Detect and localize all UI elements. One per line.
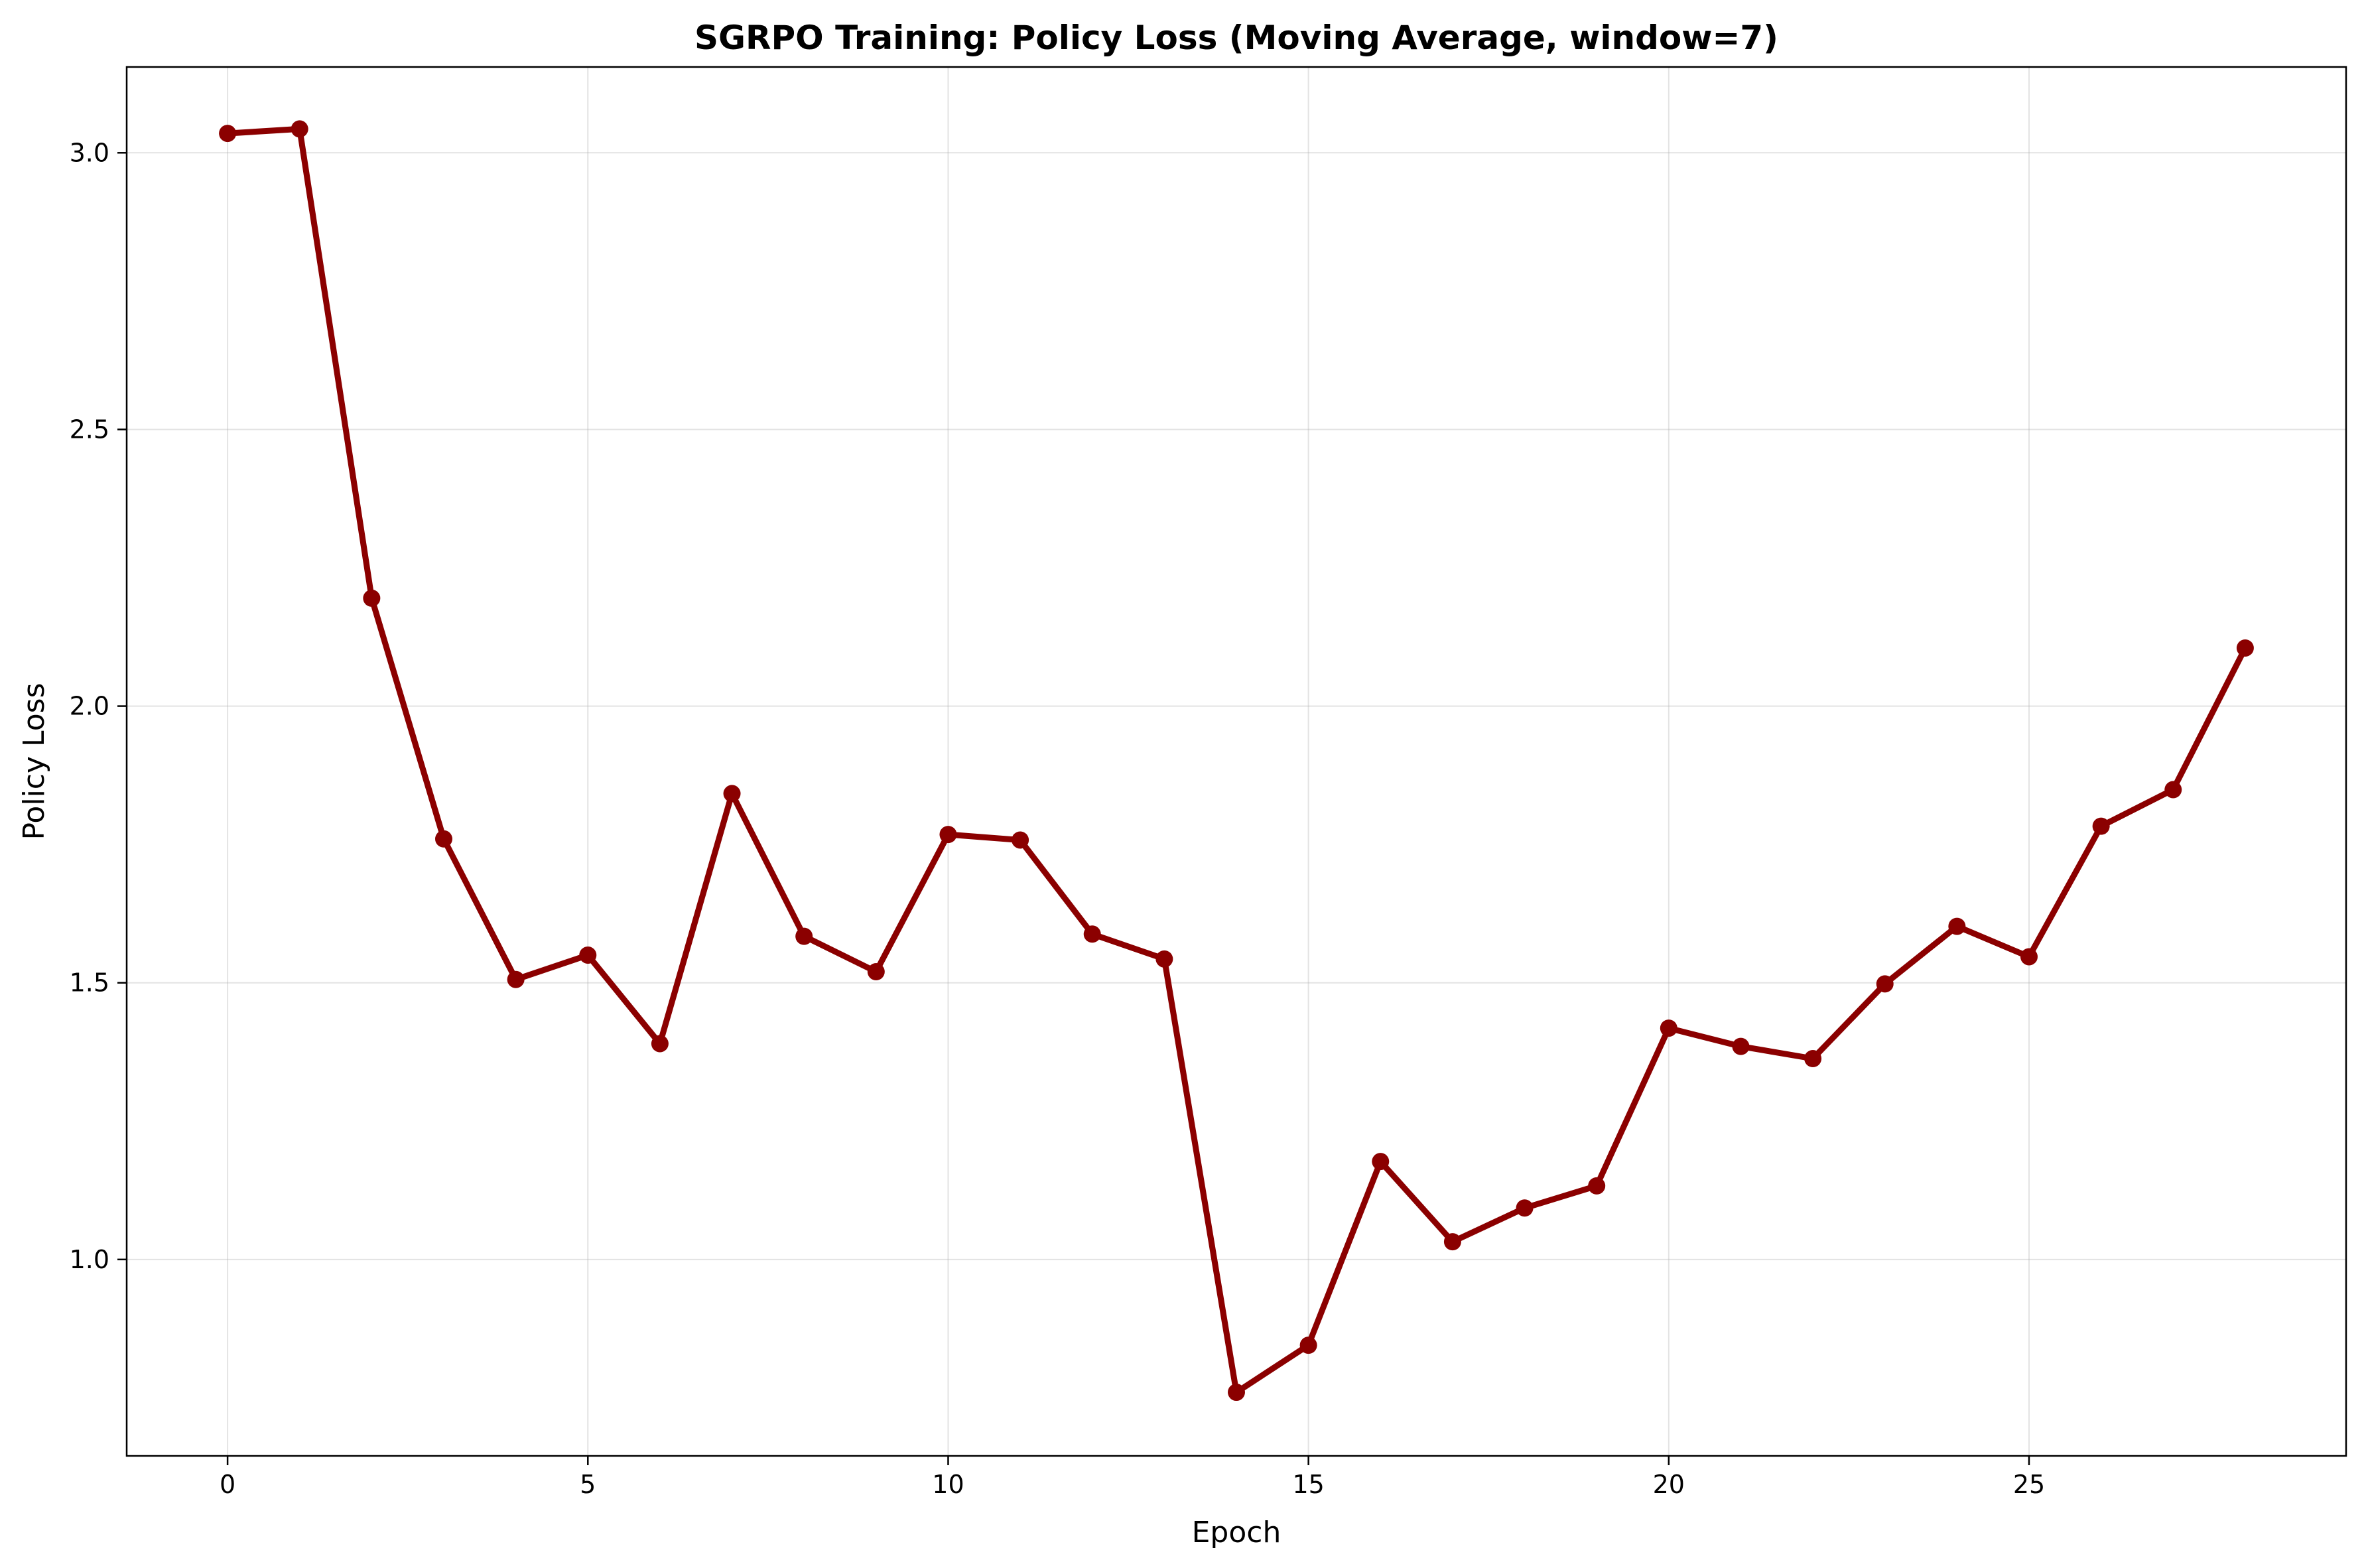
data-point <box>291 120 308 138</box>
data-point <box>1228 1384 1245 1402</box>
y-tick-label: 3.0 <box>70 138 109 167</box>
data-point <box>1588 1177 1606 1195</box>
x-tick-label: 20 <box>1653 1470 1685 1499</box>
y-tick-label: 1.0 <box>70 1245 109 1274</box>
data-point <box>2092 817 2110 835</box>
x-tick-label: 25 <box>2013 1470 2045 1499</box>
data-point <box>1155 950 1173 968</box>
data-point <box>2164 781 2182 799</box>
data-point <box>1083 925 1101 943</box>
data-point <box>1372 1153 1390 1171</box>
data-point <box>1516 1199 1534 1217</box>
data-point <box>2236 639 2254 657</box>
data-point <box>651 1035 669 1053</box>
x-tick-label: 0 <box>220 1470 235 1499</box>
data-point <box>1948 917 1966 935</box>
data-point <box>1876 975 1894 993</box>
chart-title: SGRPO Training: Policy Loss (Moving Aver… <box>694 19 1778 57</box>
data-point <box>723 785 741 803</box>
data-point <box>1732 1037 1750 1055</box>
y-tick-label: 2.5 <box>70 415 109 444</box>
series-line <box>224 125 2249 1396</box>
series-layer <box>219 120 2254 1402</box>
x-axis-label: Epoch <box>1192 1516 1281 1549</box>
data-point <box>579 946 597 964</box>
data-point <box>939 826 957 844</box>
data-point <box>219 125 237 143</box>
y-tick-label: 1.5 <box>70 968 109 998</box>
data-point <box>1804 1049 1822 1067</box>
x-tick-label: 15 <box>1292 1470 1324 1499</box>
grid-lines <box>127 67 2346 1456</box>
data-point <box>1443 1233 1461 1251</box>
y-tick-label: 2.0 <box>70 692 109 721</box>
data-point <box>2020 948 2038 966</box>
data-point <box>1660 1019 1677 1037</box>
data-point <box>363 589 381 607</box>
y-axis-label: Policy Loss <box>17 683 51 840</box>
x-axis-ticks: 0 5 10 15 20 25 <box>220 1456 2045 1499</box>
data-point <box>867 963 885 981</box>
x-tick-label: 10 <box>932 1470 964 1499</box>
data-point <box>1299 1337 1317 1354</box>
data-point <box>1012 831 1029 849</box>
plot-frame <box>125 66 2347 1457</box>
y-axis-ticks: 1.0 1.5 2.0 2.5 3.0 <box>70 138 127 1274</box>
data-point <box>435 830 452 848</box>
data-point <box>507 970 525 988</box>
data-point <box>795 927 813 945</box>
x-tick-label: 5 <box>580 1470 596 1499</box>
